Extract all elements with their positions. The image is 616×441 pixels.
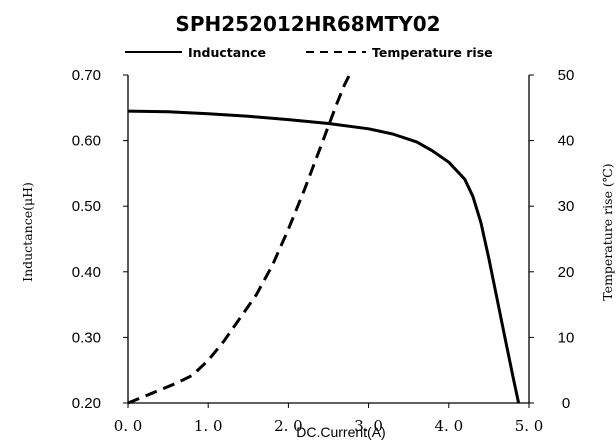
series-line-temperature-rise bbox=[127, 74, 351, 405]
y-right-tick-label: 30 bbox=[558, 198, 575, 215]
y-axis-label-right: Temperature rise (℃) bbox=[600, 163, 615, 300]
y-left-tick-label: 0.70 bbox=[72, 67, 101, 84]
y-left-tick-label: 0.40 bbox=[72, 264, 101, 281]
y-left-tick-label: 0.30 bbox=[72, 329, 101, 346]
x-axis-label: DC.Current(A) bbox=[296, 424, 385, 440]
plot-lines bbox=[127, 74, 521, 405]
y-right-tick-label: 10 bbox=[558, 329, 575, 346]
series-line-inductance bbox=[127, 109, 521, 404]
y-left-tick-label: 0.60 bbox=[72, 133, 101, 150]
legend: Inductance Temperature rise bbox=[125, 45, 493, 60]
y-right-tick-label: 0 bbox=[562, 395, 570, 412]
y-right-tick-label: 20 bbox=[558, 264, 575, 281]
x-tick-label: 1. 0 bbox=[194, 417, 223, 435]
y-right-tick-label: 40 bbox=[558, 133, 575, 150]
y-axis-label-left: Inductance(μH) bbox=[20, 182, 35, 282]
y-right-tick-label: 50 bbox=[558, 67, 575, 84]
chart-title: SPH252012HR68MTY02 bbox=[175, 12, 440, 36]
legend-label-inductance: Inductance bbox=[188, 45, 266, 60]
x-tick-label: 3. 0 bbox=[354, 417, 383, 435]
x-tick-label: 4. 0 bbox=[434, 417, 463, 435]
x-tick-label: 5. 0 bbox=[515, 417, 544, 435]
x-tick-label: 2. 0 bbox=[274, 417, 303, 435]
legend-label-temperature-rise: Temperature rise bbox=[372, 45, 493, 60]
y-left-tick-label: 0.50 bbox=[72, 198, 101, 215]
tick-labels: 0.70 0.60 0.50 0.40 0.30 0.20 50 40 30 20 10 0 0. 0 1… bbox=[72, 67, 575, 435]
x-tick-label: 0. 0 bbox=[114, 417, 143, 435]
y-left-tick-label: 0.20 bbox=[72, 395, 101, 412]
plot-axes bbox=[123, 74, 534, 408]
